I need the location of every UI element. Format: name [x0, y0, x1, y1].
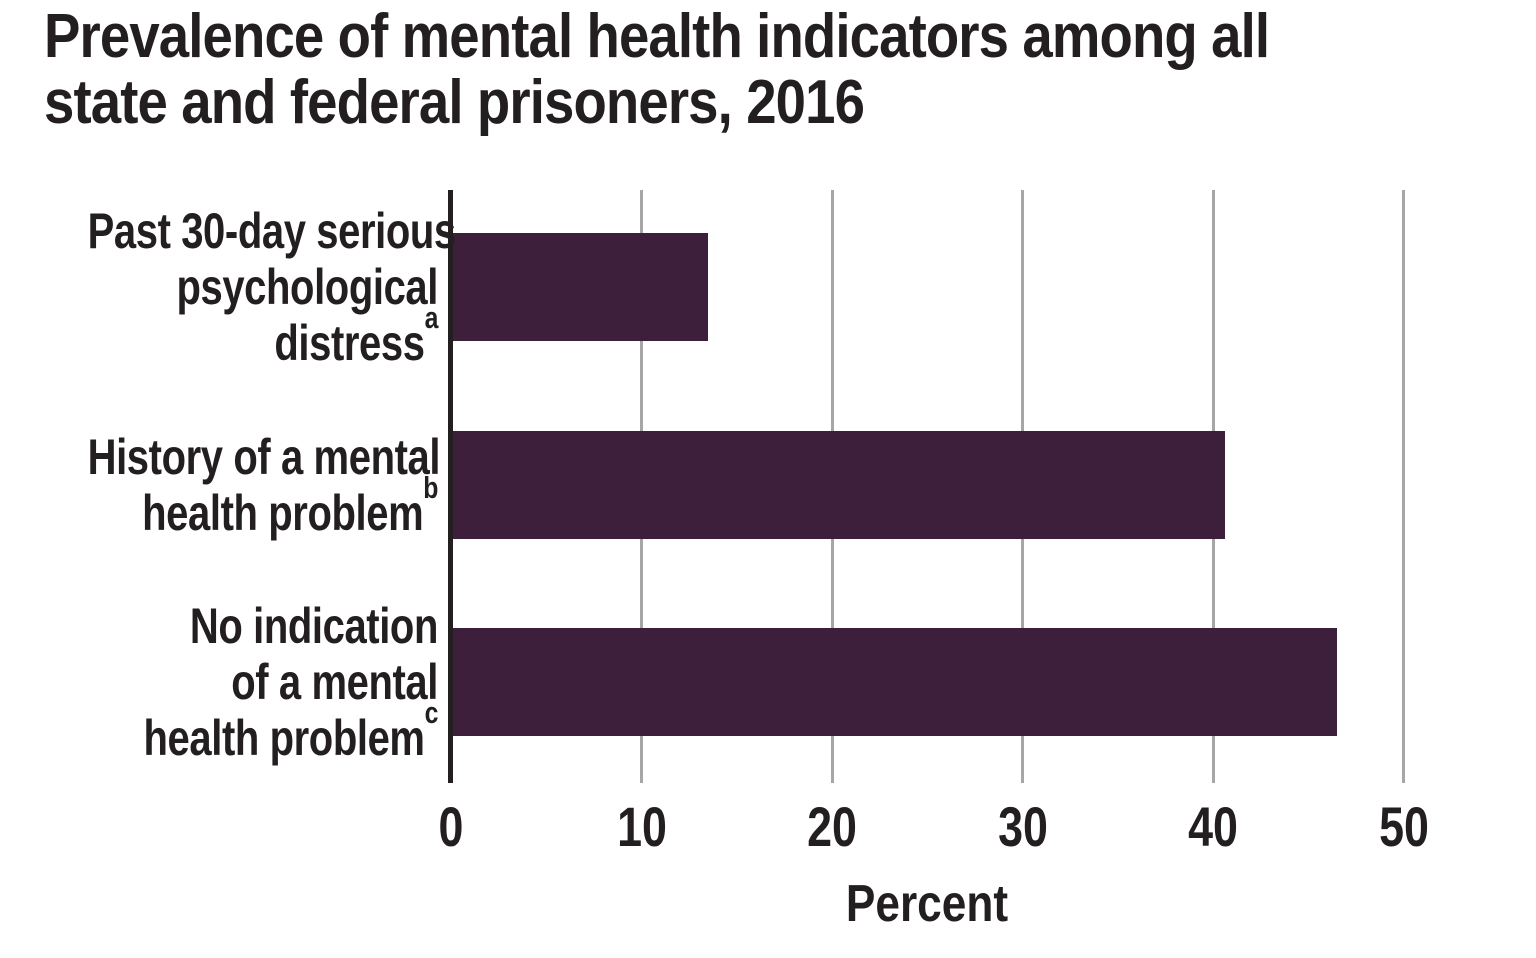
x-tick-label-30: 30 [998, 795, 1048, 858]
category-label-line: No indication [189, 598, 439, 654]
x-tick-label-50: 50 [1379, 795, 1429, 858]
category-label-line: psychological [176, 259, 438, 315]
bar-2 [453, 431, 1225, 539]
footnote-marker-b: b [423, 470, 438, 506]
x-tick-label-0: 0 [438, 795, 464, 858]
x-axis-title: Percent [845, 875, 1009, 933]
category-label-line: History of a mental [87, 429, 441, 485]
category-label-line: health problemc [143, 695, 439, 766]
category-label-1: Past 30-day serious psychological distress… [87, 203, 457, 371]
x-tick-label-10: 10 [617, 795, 667, 858]
chart-title-line-1: Prevalence of mental health indicators a… [44, 2, 1270, 71]
bar-1 [453, 233, 708, 341]
category-label-line: distressa [274, 300, 438, 371]
category-label-line: Past 30-day serious [87, 203, 457, 259]
category-label-2: History of a mental health problemb [87, 429, 441, 541]
footnote-marker-c: c [424, 695, 439, 731]
gridline-50 [1402, 190, 1405, 783]
bar-3 [453, 628, 1337, 736]
footnote-marker-a: a [424, 300, 439, 336]
chart-title-line-2: state and federal prisoners, 2016 [44, 68, 865, 137]
category-label-line: of a mental [231, 654, 438, 710]
category-label-line: health problemb [142, 470, 438, 541]
category-label-3: No indication of a mental health problemc [88, 598, 439, 766]
y-axis-line [448, 190, 453, 783]
x-tick-label-40: 40 [1188, 795, 1238, 858]
x-tick-label-20: 20 [807, 795, 857, 858]
chart-title: Prevalence of mental health indicators a… [44, 2, 1270, 137]
